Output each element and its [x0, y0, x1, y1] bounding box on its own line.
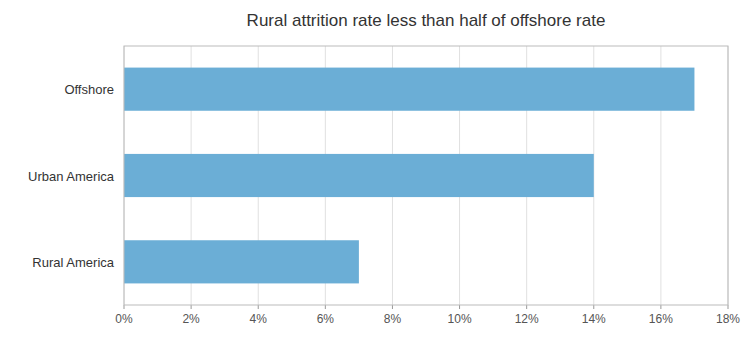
chart: Rural attrition rate less than half of o… [0, 0, 754, 339]
tick-label: 10% [448, 312, 472, 326]
tick [728, 305, 729, 309]
bar [124, 240, 359, 283]
plot-frame [124, 46, 728, 305]
category-label: Urban America [28, 169, 115, 184]
bar [124, 68, 694, 111]
tick-label: 4% [250, 312, 268, 326]
category-axis: Rural America Urban America Offshore [28, 82, 115, 270]
tick-label: 6% [317, 312, 335, 326]
tick [593, 305, 594, 309]
tick-label: 16% [649, 312, 673, 326]
tick-label: 12% [515, 312, 539, 326]
tick-label: 2% [182, 312, 200, 326]
tick-label: 14% [582, 312, 606, 326]
category-label: Rural America [32, 255, 114, 270]
tick [459, 305, 460, 309]
tick-label: 8% [384, 312, 402, 326]
tick [392, 305, 393, 309]
tick [124, 305, 125, 309]
tick [325, 305, 326, 309]
bar [124, 154, 594, 197]
tick-label: 18% [716, 312, 740, 326]
tick [191, 305, 192, 309]
tick [660, 305, 661, 309]
title: Rural attrition rate less than half of o… [247, 11, 606, 30]
axis: 0% 2% 4% 6% 8% 10% 12% 14% 16% 18% [115, 305, 740, 326]
tick [258, 305, 259, 309]
bars [124, 68, 694, 284]
grid [124, 46, 728, 305]
category-label: Offshore [64, 82, 114, 97]
tick [526, 305, 527, 309]
tick-label: 0% [115, 312, 133, 326]
